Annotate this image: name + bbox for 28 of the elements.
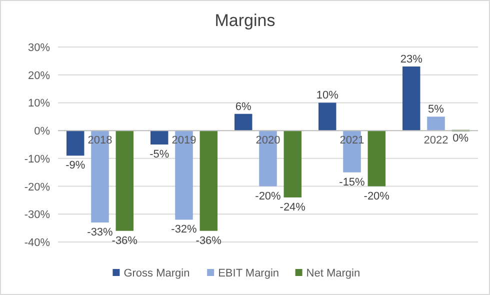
x-tick-label: 2022 [424,134,448,147]
data-label: -36% [196,234,222,247]
data-label: 0% [452,132,469,145]
data-label: -5% [150,148,170,160]
legend-label: Gross Margin [124,268,190,280]
y-tick-label: 20% [28,70,50,82]
y-tick-label: 10% [28,98,50,110]
chart-title: Margins [214,11,276,30]
y-tick-label: -20% [24,181,50,194]
data-label: -20% [364,190,390,202]
data-label: -36% [112,234,138,247]
y-tick-label: 30% [28,42,50,54]
legend-label: Net Margin [306,268,360,280]
data-label: -24% [280,201,306,214]
data-label: 10% [316,90,339,102]
legend-label: EBIT Margin [218,268,280,280]
y-tick-label: -30% [24,209,50,222]
data-label: 5% [428,104,444,116]
data-label: -15% [339,176,366,188]
data-label: -32% [171,224,198,236]
y-tick-label: 0% [34,126,50,138]
data-label: 6% [235,100,252,113]
data-label: -33% [87,226,114,238]
data-label: -20% [255,190,282,202]
y-tick-label: -10% [24,153,50,166]
y-tick-label: -40% [24,237,50,249]
data-label: 23% [400,54,423,66]
data-label: -9% [66,160,86,172]
